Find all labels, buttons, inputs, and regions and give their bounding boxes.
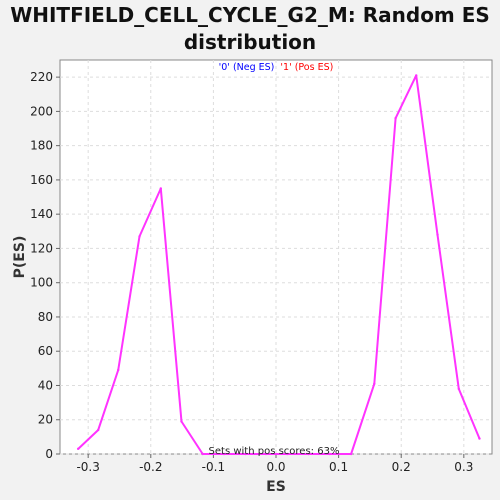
y-tick-label: 40 [38,378,53,392]
x-tick-label: 0.1 [329,460,348,474]
chart-title: WHITFIELD_CELL_CYCLE_G2_M: Random ES dis… [0,2,500,56]
data-point [201,452,204,456]
data-point [244,452,247,456]
y-tick-label: 140 [30,207,53,221]
data-point [180,420,183,423]
x-axis-label: ES [266,479,286,495]
x-tick-label: -0.2 [139,460,162,474]
x-tick-label: 0.2 [392,460,411,474]
chart-title-line-1: WHITFIELD_CELL_CYCLE_G2_M: Random ES [10,3,490,27]
data-point [159,187,162,190]
series-line [77,74,481,455]
y-tick-label: 0 [45,447,53,461]
legend: '0' (Neg ES) '1' (Pos ES) [219,62,334,73]
x-tick-label: -0.3 [76,460,99,474]
data-point [96,428,100,432]
y-tick-label: 80 [38,310,53,324]
data-point [436,233,439,236]
y-tick-label: 100 [30,276,53,290]
data-point [138,235,141,238]
y-tick-label: 120 [30,241,53,255]
data-point [286,452,289,456]
data-point [349,452,353,456]
plot-area [59,59,493,455]
pos-score-annotation: Sets with pos scores: 63% [209,446,340,457]
x-tick-label: 0.3 [454,460,473,474]
data-point [222,452,226,456]
legend-item-pos: '1' (Pos ES) [280,62,333,73]
chart-title-line-2: distribution [183,30,317,54]
data-point [394,117,397,120]
series-layer [76,74,481,456]
data-point [117,368,120,372]
y-tick-label: 160 [30,173,53,187]
data-point [373,382,376,385]
data-point [328,452,332,456]
y-tick-label: 200 [30,104,53,118]
y-tick-label: 180 [30,139,53,153]
x-tick-label: 0.0 [266,460,285,474]
y-tick-label: 20 [38,413,53,427]
data-point [478,437,481,440]
x-axis-ticks: -0.3 -0.2 -0.1 0.0 0.1 0.2 0.3 [76,454,473,474]
data-point [457,387,461,391]
y-axis-label: P(ES) [12,236,28,279]
x-tick-label: -0.1 [202,460,225,474]
data-point [76,447,80,451]
legend-item-neg: '0' (Neg ES) [219,62,275,73]
data-point [307,452,310,456]
y-axis-ticks: 0 20 40 60 80 100 120 140 160 180 200 220 [30,70,60,461]
y-tick-label: 60 [38,344,53,358]
data-point [264,452,268,456]
y-tick-label: 220 [30,70,53,84]
data-point [415,74,418,77]
